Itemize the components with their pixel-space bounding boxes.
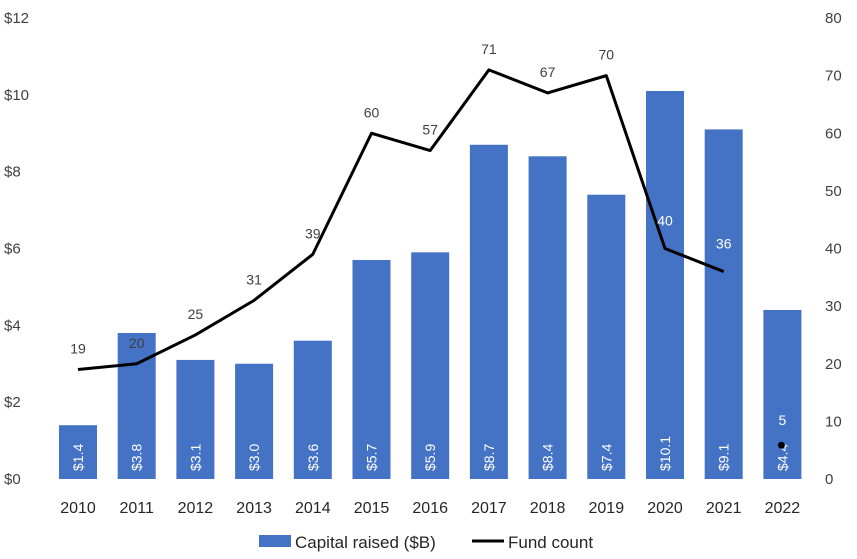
bar-2018	[528, 156, 567, 480]
x-axis: 2010 2011 2012 2013 2014 2015 2016 2017 2018 2019…	[60, 500, 800, 517]
x-axis-tick-label: 2012	[178, 500, 214, 517]
bar-2021	[704, 129, 743, 480]
line-data-label: 31	[246, 271, 262, 287]
x-axis-tick-label: 2011	[119, 500, 154, 517]
x-axis-tick-label: 2016	[412, 500, 448, 517]
x-axis-tick-label: 2010	[60, 500, 96, 517]
right-axis-tick-label: 30	[825, 298, 842, 315]
line-data-label: 25	[188, 306, 204, 322]
legend: Capital raised ($B) Fund count	[259, 533, 593, 552]
bar-2022	[763, 309, 802, 479]
bar-2015	[352, 260, 391, 479]
line-data-labels: 19 20 25 31 39 60 57 71 67 70 40 36 5	[70, 41, 786, 428]
line-data-label: 71	[481, 41, 497, 57]
x-axis-tick-label: 2014	[295, 500, 331, 517]
x-axis-tick-label: 2018	[530, 500, 566, 517]
left-axis-tick-label: $6	[4, 241, 21, 258]
legend-label-capital-raised: Capital raised ($B)	[295, 533, 436, 552]
bar-data-label: $5.9	[422, 444, 438, 471]
bar-2016	[411, 252, 450, 479]
right-y-axis: 0 10 20 30 40 50 60 70 80	[825, 10, 842, 488]
bar-data-label: $8.7	[481, 444, 497, 471]
bar-data-labels: $1.4 $3.8 $3.1 $3.0 $3.6 $5.7 $5.9 $8.7 $8.4 $7.4…	[70, 436, 790, 471]
left-axis-tick-label: $8	[4, 164, 21, 181]
x-axis-tick-label: 2015	[354, 500, 390, 517]
bar-2014	[293, 340, 332, 479]
line-data-label: 36	[716, 236, 732, 252]
bar-data-label: $4.4	[774, 444, 790, 471]
bar-2012	[176, 359, 215, 479]
x-axis-tick-label: 2013	[236, 500, 272, 517]
legend-label-fund-count: Fund count	[508, 533, 593, 552]
bar-data-label: $3.0	[246, 444, 262, 471]
fund-count-line	[77, 68, 725, 372]
fund-count-point-2022	[777, 441, 785, 449]
left-axis-tick-label: $12	[4, 10, 29, 27]
right-axis-tick-label: 50	[825, 183, 842, 200]
line-data-label: 20	[129, 335, 145, 351]
line-data-label: 67	[540, 64, 556, 80]
line-data-label: 70	[599, 47, 615, 63]
bar-data-label: $7.4	[598, 444, 614, 471]
bar-2010	[59, 425, 97, 479]
right-axis-tick-label: 40	[825, 241, 842, 258]
left-axis-tick-label: $10	[4, 87, 29, 104]
right-axis-tick-label: 20	[825, 356, 842, 373]
line-data-label: 19	[70, 341, 86, 357]
right-axis-tick-label: 80	[825, 10, 842, 27]
left-axis-tick-label: $4	[4, 317, 21, 334]
bar-2013	[235, 363, 274, 479]
right-axis-tick-label: 70	[825, 68, 842, 85]
bar-data-label: $1.4	[70, 444, 86, 471]
right-axis-tick-label: 0	[825, 471, 833, 488]
right-axis-tick-label: 60	[825, 125, 842, 142]
left-y-axis: $0 $2 $4 $6 $8 $10 $12	[4, 10, 29, 488]
bar-2020	[646, 90, 684, 479]
x-axis-tick-label: 2020	[647, 500, 683, 517]
x-axis-tick-label: 2019	[589, 500, 625, 517]
left-axis-tick-label: $2	[4, 394, 21, 411]
right-axis-tick-label: 10	[825, 413, 842, 430]
x-axis-tick-label: 2017	[471, 500, 507, 517]
x-axis-tick-label: 2022	[765, 500, 801, 517]
bar-data-label: $9.1	[716, 444, 732, 471]
line-data-label: 60	[364, 104, 380, 120]
x-axis-tick-label: 2021	[706, 500, 742, 517]
bar-data-label: $3.8	[129, 444, 145, 471]
bar-2019	[587, 194, 626, 479]
line-data-label: 5	[779, 412, 787, 428]
legend-swatch-capital-raised	[259, 535, 291, 547]
bar-data-label: $3.6	[305, 444, 321, 471]
bar-data-label: $3.1	[187, 444, 203, 471]
bar-data-label: $8.4	[540, 444, 556, 471]
line-data-label: 57	[422, 122, 438, 138]
line-data-label: 40	[657, 213, 673, 229]
left-axis-tick-label: $0	[4, 471, 21, 488]
bar-data-label: $5.7	[364, 444, 380, 471]
line-series-fund-count	[77, 68, 785, 449]
bar-2017	[469, 144, 508, 479]
bar-data-label: $10.1	[657, 436, 673, 471]
line-data-label: 39	[305, 225, 321, 241]
